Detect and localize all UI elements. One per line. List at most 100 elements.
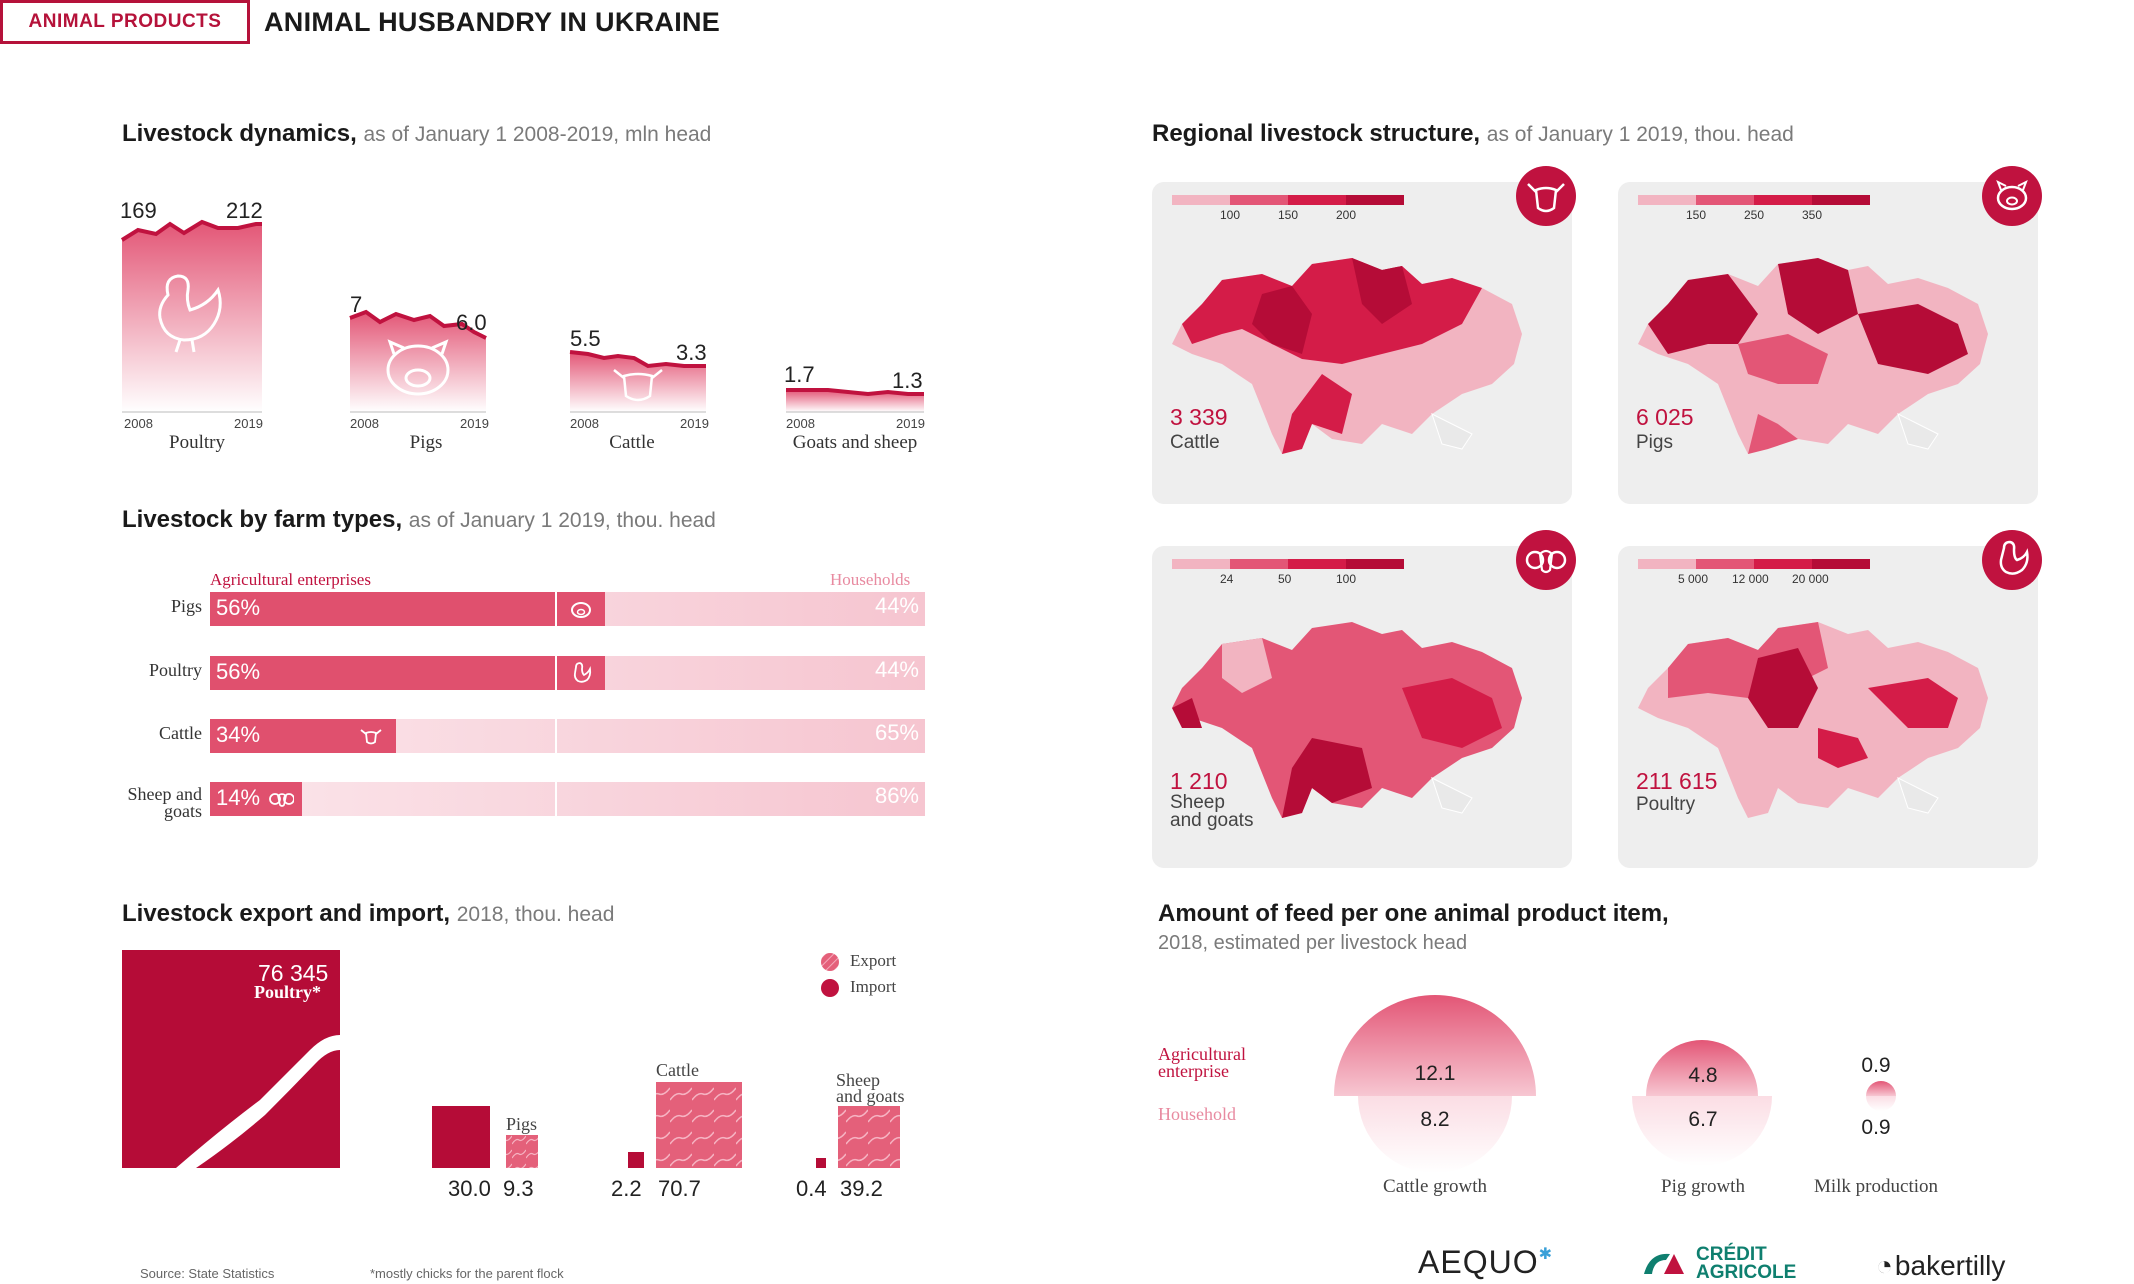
- ft-house-pct-pigs: 44%: [874, 593, 919, 618]
- cow-icon: [1516, 166, 1576, 226]
- ft-house-pct-cattle: 65%: [874, 720, 919, 745]
- regional-subtitle: as of January 1 2019, thou. head: [1486, 123, 1794, 146]
- map-legend-sheep: [1172, 559, 1404, 569]
- feed-title: Amount of feed per one animal product it…: [1158, 900, 1669, 927]
- pigs-import-value: 30.0: [448, 1176, 491, 1201]
- chicken-icon: [1982, 530, 2042, 590]
- farm-types-subtitle: as of January 1 2019, thou. head: [408, 509, 716, 532]
- ram-icon: [268, 786, 294, 812]
- feed-milk-house: [1866, 1096, 1896, 1111]
- map-legend-cattle: [1172, 195, 1404, 205]
- poultry-import-label: Poultry*: [254, 982, 321, 1002]
- pigs-ei-label: Pigs: [506, 1114, 538, 1134]
- export-import-title: Livestock export and import, 2018, thou.…: [122, 900, 614, 928]
- cattle-start-value: 5.5: [570, 326, 601, 351]
- goats-end-value: 1.3: [892, 368, 923, 393]
- ft-agri-pct-pigs: 56%: [216, 595, 261, 620]
- poultry-label: Poultry: [169, 432, 225, 453]
- bar-poultry-import: [122, 950, 340, 1168]
- ukraine-map-sheep: [1172, 622, 1522, 818]
- ft-bar-poultry: 56% 44%: [210, 656, 925, 690]
- section-tag-text: ANIMAL PRODUCTS: [28, 11, 222, 32]
- legend-import-label: Import: [850, 977, 897, 996]
- source-note: Source: State Statistics: [140, 1266, 275, 1281]
- feed-chart: [1334, 995, 1896, 1173]
- cattle-export-value: 70.7: [658, 1176, 701, 1201]
- feed-cattle: [1334, 995, 1536, 1173]
- cow-icon: [358, 723, 384, 749]
- footnote: *mostly chicks for the parent flock: [370, 1266, 564, 1281]
- map-value-poultry: 211 615: [1636, 768, 1718, 794]
- feed-cattle-agri: [1334, 995, 1536, 1096]
- bar-sheep-export: [838, 1106, 900, 1168]
- feed-pig-caption: Pig growth: [1661, 1176, 1745, 1197]
- credit-agricole-line2: AGRICOLE: [1696, 1262, 1797, 1283]
- aequo-logo-text: AEQUO: [1418, 1244, 1539, 1280]
- ei-legend-swatches: [821, 953, 839, 997]
- legend-tick: 200: [1336, 208, 1357, 222]
- export-swatch: [821, 953, 839, 971]
- legend-tick: 250: [1744, 208, 1765, 222]
- agri-header: Agricultural enterprises: [210, 570, 371, 589]
- import-swatch: [821, 979, 839, 997]
- ft-row-label-cattle: Cattle: [159, 723, 202, 743]
- credit-agricole-logo: CRÉDIT AGRICOLE: [1640, 1245, 1797, 1283]
- sheep-export-value: 39.2: [840, 1176, 883, 1201]
- dynamics-title: Livestock dynamics, as of January 1 2008…: [122, 120, 711, 148]
- dynamics-title-text: Livestock dynamics,: [122, 120, 357, 147]
- legend-tick: 24: [1220, 572, 1234, 586]
- series-pigs: [349, 309, 487, 413]
- legend-tick: 12 000: [1732, 572, 1769, 586]
- ft-agri-pct-poultry: 56%: [216, 659, 261, 684]
- map-name-poultry: Poultry: [1636, 794, 1696, 815]
- feed-legend-agri-1: Agricultural: [1158, 1044, 1246, 1064]
- legend-tick: 150: [1278, 208, 1299, 222]
- pig-icon: [1982, 166, 2042, 226]
- pigs-start-value: 7: [350, 292, 363, 317]
- feed-legend-house: Household: [1158, 1104, 1236, 1124]
- legend-tick: 100: [1220, 208, 1241, 222]
- poultry-year-start: 2008: [124, 416, 153, 431]
- feed-pig: [1632, 1040, 1772, 1166]
- poultry-start-value: 169: [120, 198, 157, 223]
- pig-icon: [386, 339, 450, 396]
- legend-tick: 100: [1336, 572, 1357, 586]
- feed-pig-agri-value: 4.8: [1688, 1064, 1718, 1087]
- feed-milk-agri-value: 0.9: [1861, 1054, 1891, 1077]
- series-cattle: [569, 350, 706, 413]
- legend-tick: 150: [1686, 208, 1707, 222]
- regional-title-text: Regional livestock structure,: [1152, 120, 1481, 147]
- legend-export-label: Export: [850, 951, 897, 970]
- map-name-sheep-2: and goats: [1170, 810, 1254, 831]
- cow-icon: [613, 369, 663, 402]
- ft-agri-pct-cattle: 34%: [216, 722, 261, 747]
- chicken-icon: [158, 274, 222, 353]
- map-card-cattle: 100 150 200 3 339 Cattle: [1152, 166, 1576, 504]
- ft-row-label-poultry: Poultry: [148, 660, 202, 680]
- sheep-import-value: 0.4: [796, 1176, 827, 1201]
- pigs-end-value: 6.0: [456, 310, 487, 335]
- sheep-ei-label-1: Sheep: [836, 1070, 880, 1090]
- bakertilly-mark: ◔: [1876, 1250, 1893, 1281]
- ram-icon: [1516, 530, 1576, 590]
- map-card-sheep: 24 50 100 1 210 Sheep and goats: [1152, 530, 1576, 868]
- cattle-label: Cattle: [609, 432, 655, 453]
- feed-cattle-caption: Cattle growth: [1383, 1176, 1487, 1197]
- feed-subtitle: 2018, estimated per livestock head: [1158, 932, 1468, 954]
- pigs-year-start: 2008: [350, 416, 379, 431]
- series-goats-sheep: [786, 388, 924, 413]
- farm-types-title-text: Livestock by farm types,: [122, 506, 403, 533]
- sheep-ei-label-2: and goats: [836, 1086, 905, 1106]
- legend-tick: 20 000: [1792, 572, 1829, 586]
- bakertilly-logo: ◔ bakertilly: [1876, 1250, 2005, 1282]
- ft-row-label-pigs: Pigs: [170, 596, 202, 616]
- feed-pig-house-value: 6.7: [1688, 1108, 1718, 1131]
- map-name-sheep-1: Sheep: [1170, 792, 1225, 813]
- ukraine-map-poultry: [1638, 622, 1988, 818]
- households-segment: [210, 782, 925, 816]
- chicken-icon: [568, 660, 594, 686]
- bar-cattle-import: [628, 1152, 644, 1168]
- map-value-pigs: 6 025: [1636, 404, 1694, 430]
- legend-tick: 50: [1278, 572, 1292, 586]
- legend-tick: 5 000: [1678, 572, 1709, 586]
